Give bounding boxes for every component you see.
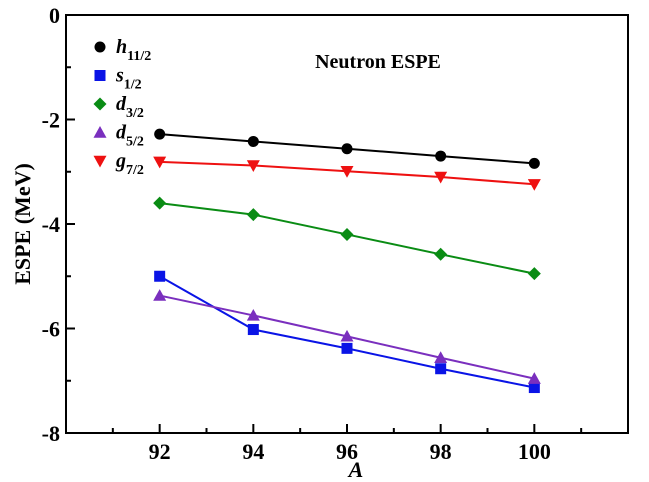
y-tick-label: 0 [49, 3, 60, 28]
data-point [340, 166, 354, 178]
legend-symbol: d [116, 93, 127, 115]
data-point [435, 150, 447, 162]
legend-subscript: 7/2 [126, 163, 144, 178]
series-d-3-2 [153, 196, 541, 281]
legend-label: d5/2 [116, 122, 144, 150]
data-point [153, 289, 167, 301]
data-point [154, 270, 166, 282]
data-point [528, 157, 540, 169]
series-g-7-2 [153, 156, 541, 191]
data-point [246, 160, 260, 172]
series-s-1-2 [154, 270, 540, 394]
x-axis-title: A [347, 457, 364, 482]
data-point [341, 342, 353, 354]
legend-marker [93, 97, 107, 111]
x-tick-label: 92 [149, 439, 171, 464]
y-tick-label: -2 [42, 108, 60, 133]
axis-ticks: 92 94 96 98 100 0 -2 -4 -6 -8 [42, 3, 583, 464]
data-point [247, 324, 259, 336]
legend-label: h11/2 [116, 36, 151, 64]
data-point [154, 128, 166, 140]
legend-item: d5/2 [93, 122, 144, 150]
y-tick-label: -4 [42, 212, 60, 237]
legend-symbol: g [115, 150, 126, 172]
data-point [153, 196, 167, 210]
series-d-5-2 [153, 289, 541, 384]
data-point [434, 351, 448, 363]
legend-marker [93, 126, 107, 138]
legend-marker [94, 41, 106, 53]
y-axis-title: ESPE (MeV) [10, 163, 35, 285]
series-layer [153, 128, 541, 394]
data-point [247, 135, 259, 147]
y-tick-label: -6 [42, 317, 60, 342]
data-point [434, 247, 448, 261]
legend-marker [94, 70, 106, 81]
data-point [341, 143, 353, 155]
legend-item: d3/2 [93, 93, 144, 121]
y-tick-label: -8 [42, 421, 60, 446]
data-point [340, 329, 354, 342]
data-point [527, 372, 541, 384]
data-point [435, 363, 447, 375]
data-point [527, 179, 541, 191]
legend-item: s1/2 [94, 65, 142, 93]
x-tick-label: 96 [336, 439, 358, 464]
legend-subscript: 5/2 [126, 135, 144, 150]
legend-subscript: 3/2 [126, 106, 144, 121]
legend-item: g7/2 [93, 150, 144, 178]
legend-symbol: d [116, 122, 127, 144]
legend-symbol: s [115, 65, 124, 87]
data-point [153, 156, 167, 169]
data-point [246, 208, 260, 222]
legend-label: s1/2 [115, 65, 142, 93]
data-point [434, 171, 448, 184]
legend: h11/2s1/2d3/2d5/2g7/2 [93, 36, 151, 178]
legend-label: d3/2 [116, 93, 144, 121]
legend-subscript: 1/2 [124, 78, 142, 93]
legend-item: h11/2 [94, 36, 151, 64]
x-tick-label: 94 [242, 439, 264, 464]
data-point [340, 227, 354, 241]
data-point [528, 382, 540, 394]
chart-title: Neutron ESPE [315, 51, 441, 73]
series-h-11-2 [154, 128, 540, 169]
legend-symbol: h [116, 36, 127, 58]
legend-label: g7/2 [115, 150, 144, 178]
data-point [246, 308, 260, 321]
plot-frame [65, 14, 629, 434]
x-tick-label: 100 [518, 439, 551, 464]
legend-marker [93, 155, 107, 168]
legend-subscript: 11/2 [127, 49, 151, 64]
x-tick-label: 98 [430, 439, 452, 464]
data-point [527, 267, 541, 281]
